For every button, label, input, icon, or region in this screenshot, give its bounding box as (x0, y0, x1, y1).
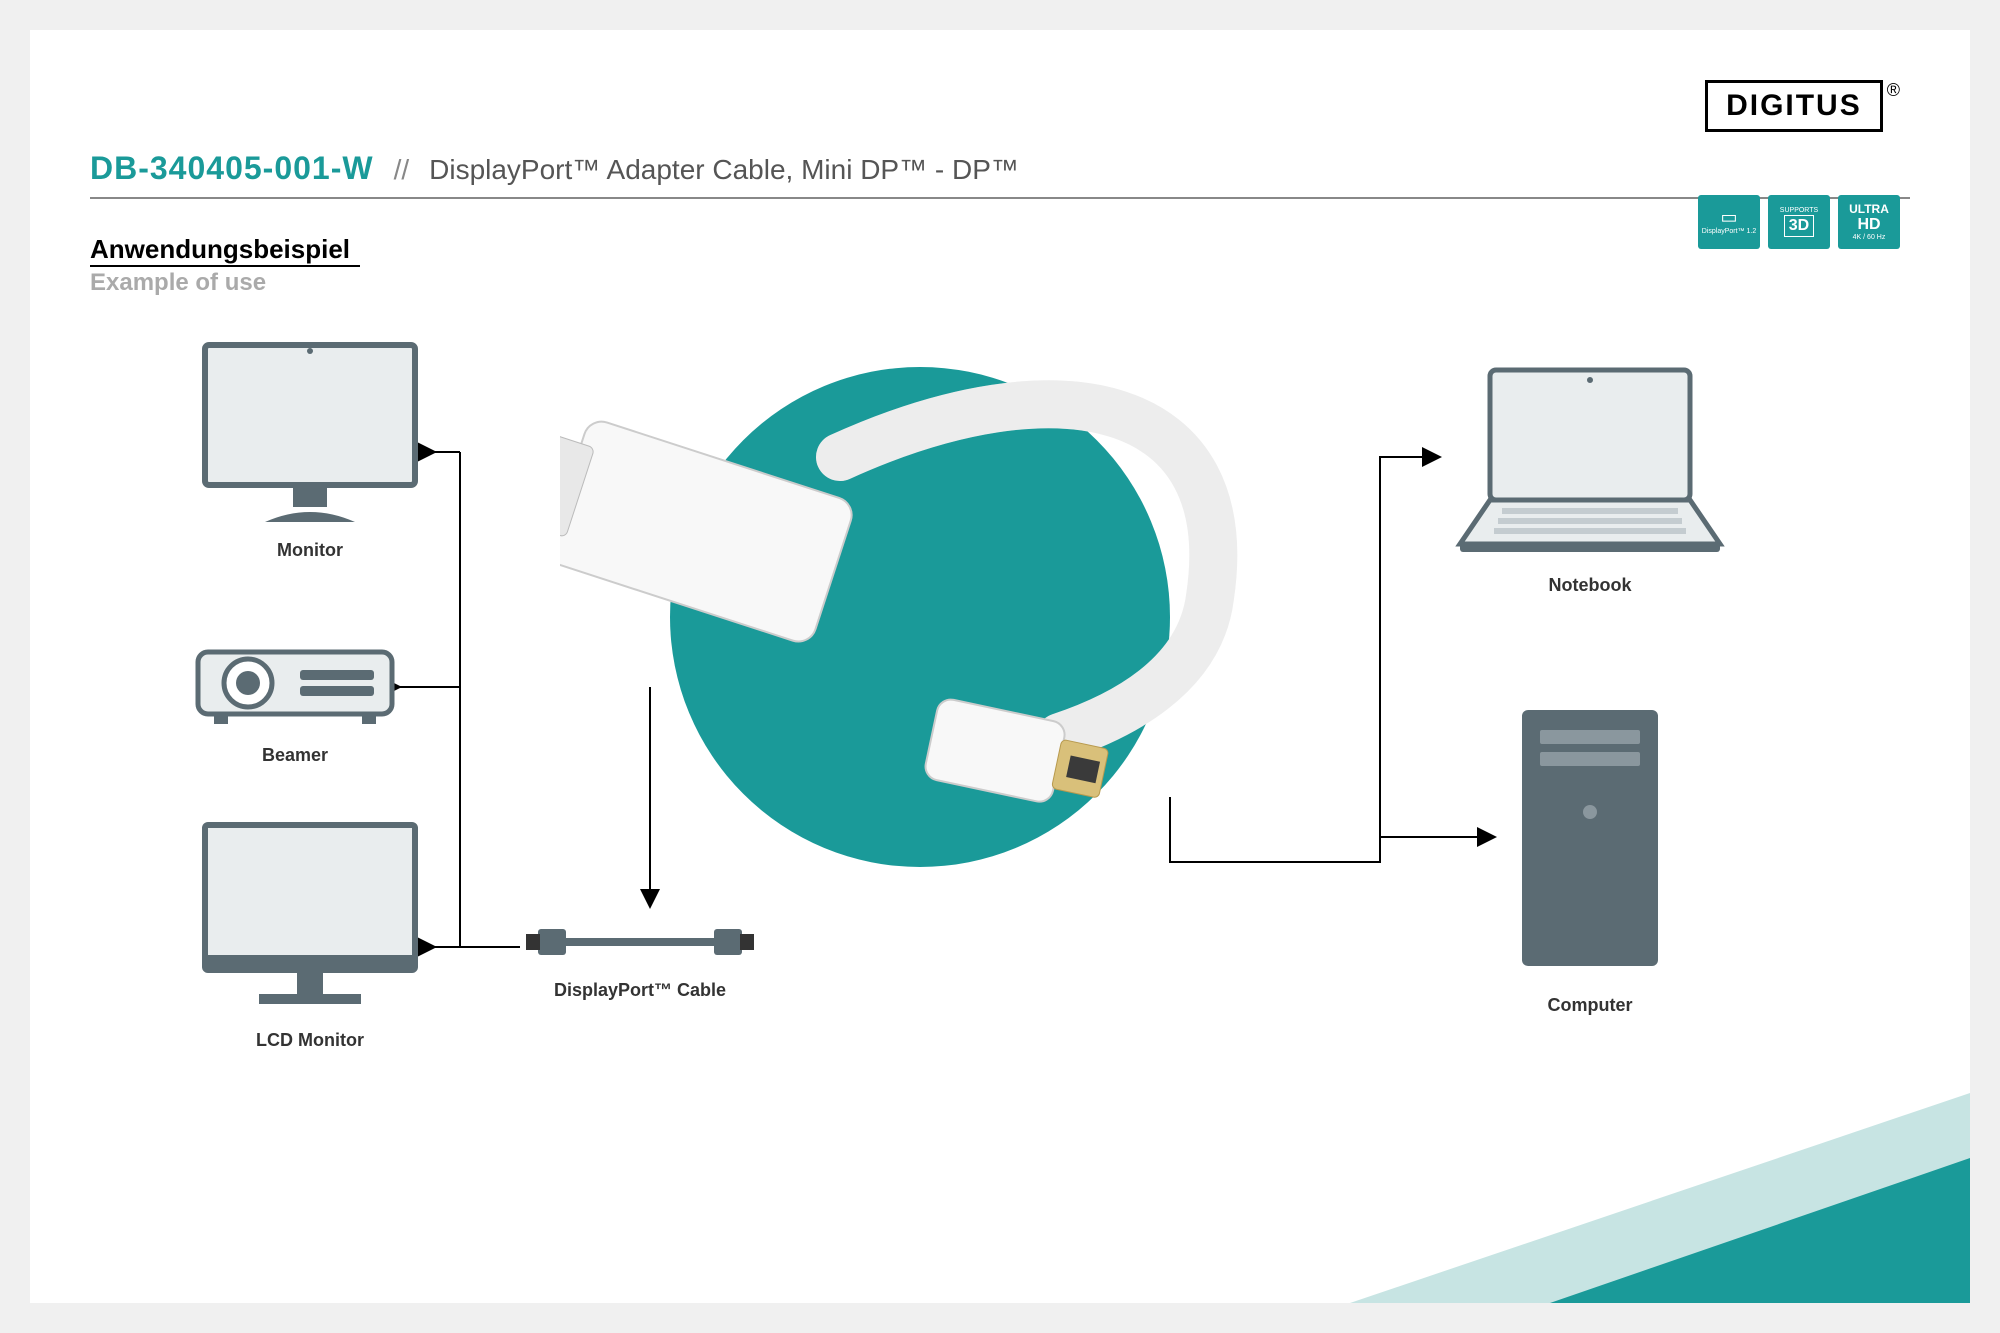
device-lcd-monitor: LCD Monitor (195, 817, 425, 1051)
corner-triangle-dark (1550, 1158, 1970, 1303)
lcd-label: LCD Monitor (195, 1030, 425, 1051)
section-title-en: Example of use (90, 269, 1910, 297)
device-dp-cable: DisplayPort™ Cable (510, 917, 770, 1001)
badge-dp12: ▭ DisplayPort™ 1.2 (1698, 195, 1760, 249)
device-beamer: Beamer (190, 622, 400, 766)
section-heading: Anwendungsbeispiel (90, 234, 360, 267)
product-adapter-icon (560, 337, 1280, 897)
title-separator: // (394, 154, 410, 186)
beamer-icon (190, 622, 400, 732)
registered-mark: ® (1887, 80, 1900, 100)
lcd-monitor-icon (195, 817, 425, 1017)
device-monitor: Monitor (195, 337, 425, 561)
beamer-label: Beamer (190, 745, 400, 766)
monitor-label: Monitor (195, 540, 425, 561)
brand-text: DIGITUS (1705, 80, 1883, 132)
dp-cable-label: DisplayPort™ Cable (510, 980, 770, 1001)
device-computer: Computer (1510, 702, 1670, 1016)
feature-badges: ▭ DisplayPort™ 1.2 SUPPORTS 3D ULTRA HD … (1698, 195, 1900, 249)
badge-3d: SUPPORTS 3D (1768, 195, 1830, 249)
diagram-area: Monitor Beamer LCD Monitor (90, 307, 1910, 1207)
notebook-label: Notebook (1450, 575, 1730, 596)
notebook-icon (1450, 362, 1730, 562)
product-title: DisplayPort™ Adapter Cable, Mini DP™ - D… (429, 154, 1019, 186)
badge-uhd: ULTRA HD 4K / 60 Hz (1838, 195, 1900, 249)
computer-label: Computer (1510, 995, 1670, 1016)
page: DIGITUS® DB-340405-001-W // DisplayPort™… (30, 30, 1970, 1303)
brand-logo: DIGITUS® (1705, 80, 1900, 132)
computer-icon (1510, 702, 1670, 982)
sku: DB-340405-001-W (90, 150, 374, 187)
title-row: DB-340405-001-W // DisplayPort™ Adapter … (90, 150, 1910, 199)
device-notebook: Notebook (1450, 362, 1730, 596)
dp-cable-icon (510, 917, 770, 967)
section-title-de: Anwendungsbeispiel (90, 234, 350, 265)
monitor-icon (195, 337, 425, 527)
